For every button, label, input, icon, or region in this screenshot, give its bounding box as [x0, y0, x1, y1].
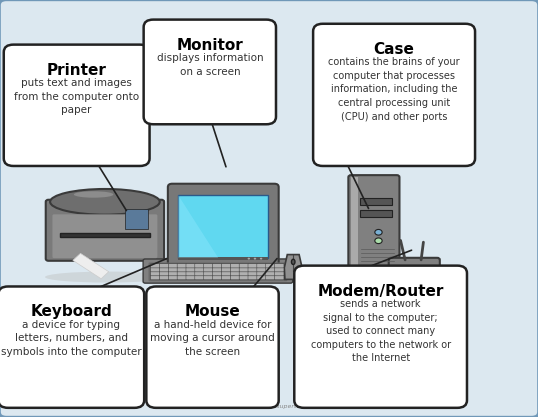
FancyBboxPatch shape — [248, 272, 257, 276]
FancyBboxPatch shape — [151, 272, 160, 276]
Text: Keyboard: Keyboard — [31, 304, 112, 319]
FancyBboxPatch shape — [213, 264, 222, 268]
FancyBboxPatch shape — [239, 264, 249, 268]
Circle shape — [398, 268, 403, 271]
FancyBboxPatch shape — [213, 268, 222, 272]
Bar — [218, 261, 228, 271]
FancyBboxPatch shape — [274, 268, 284, 272]
FancyBboxPatch shape — [248, 276, 257, 280]
FancyBboxPatch shape — [148, 263, 287, 281]
FancyBboxPatch shape — [204, 264, 213, 268]
FancyBboxPatch shape — [230, 264, 239, 268]
FancyBboxPatch shape — [159, 272, 169, 276]
Bar — [178, 257, 268, 261]
FancyBboxPatch shape — [274, 276, 284, 280]
FancyBboxPatch shape — [186, 276, 195, 280]
Bar — [360, 210, 392, 217]
FancyBboxPatch shape — [168, 268, 178, 272]
FancyBboxPatch shape — [168, 276, 178, 280]
FancyBboxPatch shape — [204, 268, 213, 272]
Circle shape — [415, 268, 419, 271]
Bar — [60, 233, 150, 237]
FancyBboxPatch shape — [239, 268, 249, 272]
FancyBboxPatch shape — [230, 276, 239, 280]
FancyArrow shape — [73, 254, 109, 279]
FancyBboxPatch shape — [159, 264, 169, 268]
FancyBboxPatch shape — [313, 24, 475, 166]
Text: a device for typing
letters, numbers, and
symbols into the computer: a device for typing letters, numbers, an… — [1, 320, 141, 357]
Text: Super Teacher Worksheets   www.superteacherworksheets.com: Super Teacher Worksheets www.superteache… — [169, 404, 369, 409]
FancyBboxPatch shape — [151, 268, 160, 272]
FancyBboxPatch shape — [222, 268, 231, 272]
FancyBboxPatch shape — [144, 20, 276, 124]
FancyBboxPatch shape — [4, 45, 150, 166]
FancyBboxPatch shape — [186, 268, 195, 272]
FancyBboxPatch shape — [294, 266, 467, 408]
FancyBboxPatch shape — [159, 268, 169, 272]
Text: contains the brains of your
computer that processes
information, including the
c: contains the brains of your computer tha… — [328, 57, 460, 121]
FancyBboxPatch shape — [46, 200, 164, 261]
FancyBboxPatch shape — [143, 259, 293, 283]
FancyBboxPatch shape — [248, 268, 257, 272]
Ellipse shape — [292, 259, 295, 264]
FancyBboxPatch shape — [177, 264, 187, 268]
FancyBboxPatch shape — [348, 175, 399, 279]
FancyBboxPatch shape — [239, 272, 249, 276]
FancyBboxPatch shape — [177, 272, 187, 276]
Text: puts text and images
from the computer onto
paper: puts text and images from the computer o… — [14, 78, 139, 115]
Circle shape — [423, 268, 428, 271]
Bar — [178, 195, 268, 258]
Ellipse shape — [74, 191, 114, 198]
FancyBboxPatch shape — [213, 276, 222, 280]
Text: Case: Case — [374, 42, 414, 57]
Circle shape — [247, 258, 250, 259]
Polygon shape — [178, 195, 218, 258]
Text: Modem/Router: Modem/Router — [317, 284, 444, 299]
FancyBboxPatch shape — [266, 272, 275, 276]
FancyBboxPatch shape — [204, 272, 213, 276]
FancyBboxPatch shape — [204, 276, 213, 280]
FancyBboxPatch shape — [213, 272, 222, 276]
FancyBboxPatch shape — [186, 264, 195, 268]
FancyBboxPatch shape — [257, 276, 266, 280]
Bar — [360, 198, 392, 205]
FancyBboxPatch shape — [168, 184, 279, 266]
Text: displays information
on a screen: displays information on a screen — [157, 53, 263, 77]
FancyBboxPatch shape — [168, 272, 178, 276]
FancyBboxPatch shape — [52, 214, 157, 258]
FancyBboxPatch shape — [146, 286, 279, 408]
FancyBboxPatch shape — [222, 264, 231, 268]
FancyBboxPatch shape — [177, 276, 187, 280]
Ellipse shape — [50, 189, 160, 215]
FancyBboxPatch shape — [248, 264, 257, 268]
Text: Mouse: Mouse — [185, 304, 240, 319]
FancyBboxPatch shape — [266, 276, 275, 280]
FancyBboxPatch shape — [195, 264, 204, 268]
Ellipse shape — [45, 271, 169, 283]
FancyBboxPatch shape — [222, 276, 231, 280]
FancyBboxPatch shape — [274, 272, 284, 276]
FancyBboxPatch shape — [168, 264, 178, 268]
FancyBboxPatch shape — [186, 272, 195, 276]
FancyBboxPatch shape — [239, 276, 249, 280]
Text: a hand-held device for
moving a cursor around
the screen: a hand-held device for moving a cursor a… — [150, 320, 275, 357]
Circle shape — [375, 229, 382, 235]
FancyBboxPatch shape — [195, 268, 204, 272]
FancyBboxPatch shape — [195, 272, 204, 276]
FancyBboxPatch shape — [230, 272, 239, 276]
Polygon shape — [284, 254, 302, 279]
FancyBboxPatch shape — [230, 268, 239, 272]
FancyBboxPatch shape — [266, 268, 275, 272]
Bar — [351, 177, 358, 277]
Bar — [125, 209, 148, 229]
Circle shape — [407, 268, 411, 271]
Text: sends a network
signal to the computer;
used to connect many
computers to the ne: sends a network signal to the computer; … — [310, 299, 451, 363]
FancyBboxPatch shape — [388, 258, 440, 281]
Circle shape — [254, 258, 256, 259]
FancyBboxPatch shape — [195, 276, 204, 280]
FancyBboxPatch shape — [151, 276, 160, 280]
FancyBboxPatch shape — [274, 264, 284, 268]
Ellipse shape — [204, 268, 243, 273]
FancyBboxPatch shape — [159, 276, 169, 280]
